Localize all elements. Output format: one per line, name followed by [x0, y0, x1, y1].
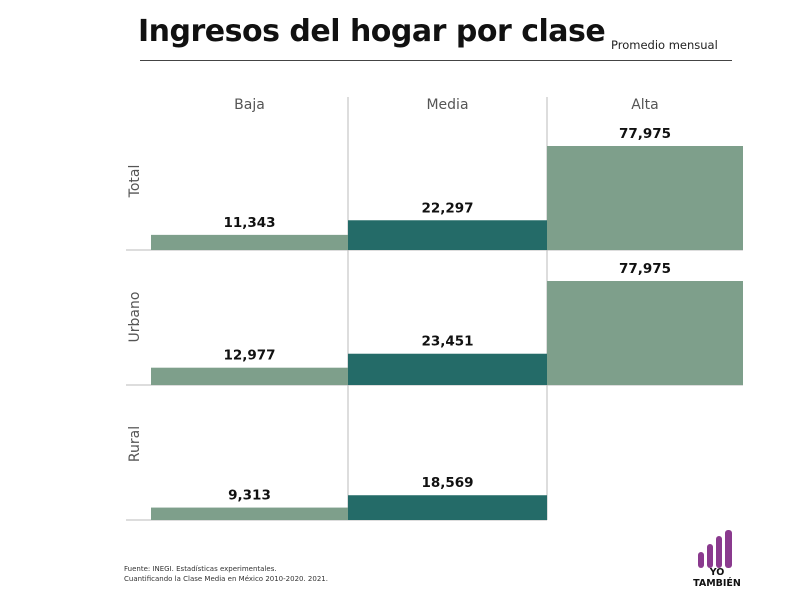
data-label: 22,297 [421, 200, 473, 216]
title-underline [140, 60, 732, 61]
row-label: Rural [127, 426, 143, 462]
chart-canvas: Baja Media Alta Total Urbano Rural 11,343 22,29… [126, 97, 743, 521]
data-label: 23,451 [421, 334, 473, 350]
bar [348, 220, 547, 250]
logo-text-line-1: YO [709, 567, 725, 578]
logo-bar [716, 536, 722, 568]
source-note: Fuente: INEGI. Estadísticas experimental… [124, 564, 328, 584]
logo-bar [707, 544, 713, 568]
source-line-1: Fuente: INEGI. Estadísticas experimental… [124, 565, 277, 573]
data-label: 77,975 [619, 126, 671, 142]
column-label: Baja [234, 97, 265, 113]
data-label: 11,343 [223, 215, 275, 231]
logo-bar [725, 530, 732, 568]
bar [151, 367, 348, 385]
bar [547, 281, 743, 385]
logo-bar [698, 552, 704, 568]
yo-tambien-logo [698, 530, 732, 568]
bar [151, 507, 348, 520]
source-line-2: Cuantificando la Clase Media en México 2… [124, 575, 328, 583]
column-label: Media [426, 97, 468, 113]
chart-title: Ingresos del hogar por clase [138, 14, 606, 49]
logo-text: YO TAMBIÉN [684, 567, 750, 589]
data-label: 9,313 [228, 488, 271, 504]
bar [547, 146, 743, 250]
data-label: 18,569 [421, 475, 473, 491]
column-label: Alta [631, 97, 659, 113]
bar [348, 495, 547, 520]
bar [348, 353, 547, 385]
bar [151, 234, 348, 250]
row-label: Urbano [127, 292, 143, 343]
data-label: 12,977 [223, 348, 275, 364]
chart-subtitle: Promedio mensual [611, 38, 718, 52]
data-label: 77,975 [619, 261, 671, 277]
logo-text-line-2: TAMBIÉN [693, 578, 741, 589]
row-label: Total [127, 165, 143, 199]
